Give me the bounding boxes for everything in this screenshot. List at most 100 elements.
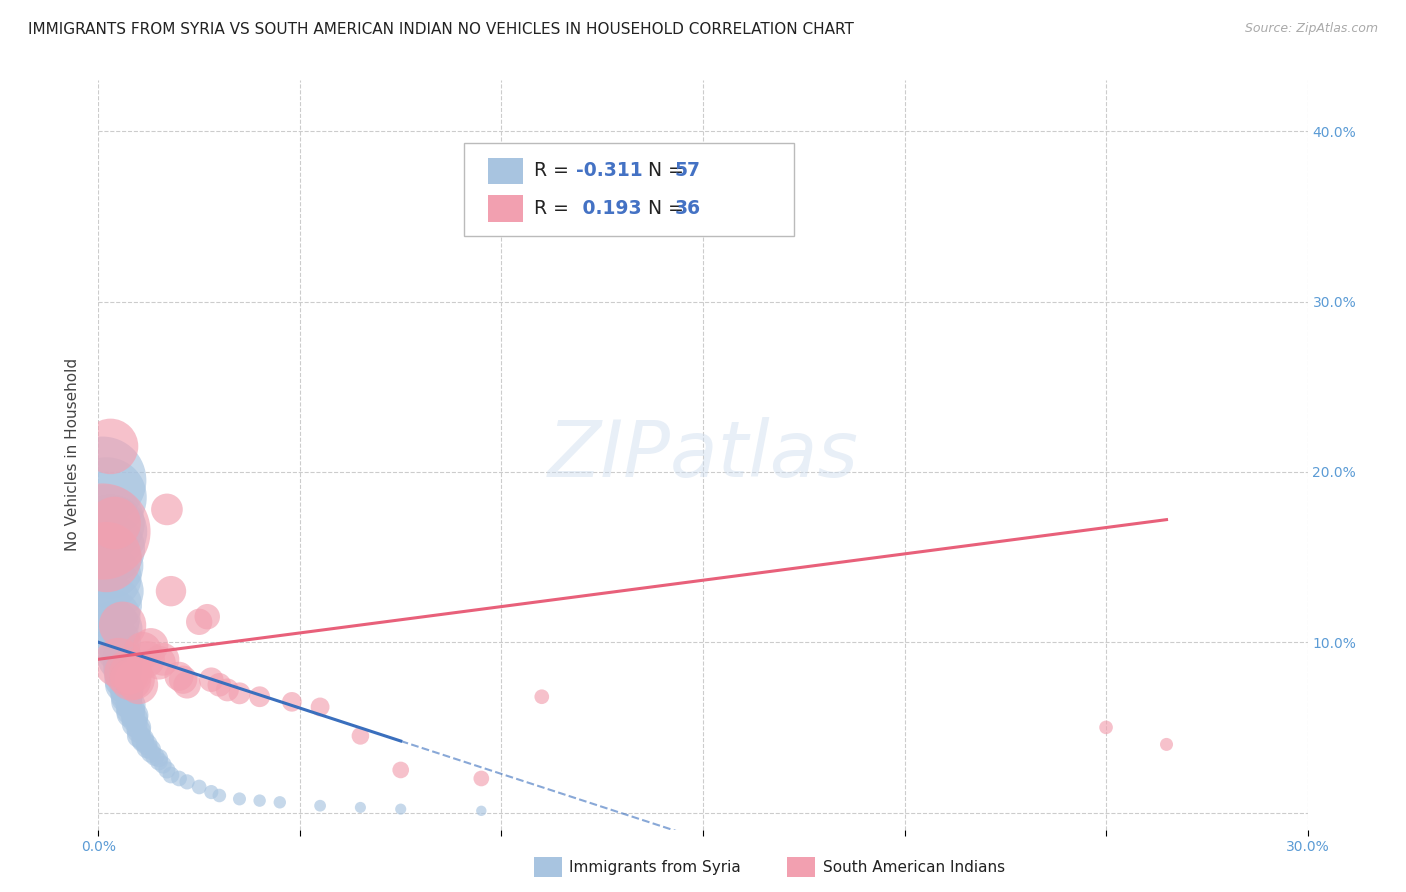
Point [135, 740, 157, 755]
Point [115, 686, 138, 700]
Point [249, 794, 271, 808]
Point [91, 524, 114, 539]
Point [135, 652, 157, 666]
Point [148, 755, 170, 769]
Point [115, 690, 138, 704]
Point [132, 732, 155, 747]
Point [115, 681, 138, 696]
Point [208, 678, 231, 692]
Point [124, 708, 146, 723]
Point [309, 700, 332, 714]
Point [111, 665, 134, 680]
Text: R =: R = [534, 161, 575, 180]
Point [389, 802, 412, 816]
Point [228, 792, 250, 806]
Point [128, 723, 150, 738]
Point [115, 665, 138, 680]
Point [120, 703, 142, 717]
Point [200, 673, 222, 687]
Point [200, 785, 222, 799]
Point [228, 686, 250, 700]
Text: Immigrants from Syria: Immigrants from Syria [569, 860, 741, 874]
Point [91, 474, 114, 488]
Text: N =: N = [636, 161, 689, 180]
Text: 0.193: 0.193 [576, 199, 643, 218]
Point [103, 618, 125, 632]
Point [139, 742, 162, 756]
Point [160, 584, 183, 599]
Point [100, 541, 122, 556]
Point [188, 615, 211, 629]
Point [107, 622, 129, 636]
Point [530, 690, 553, 704]
Point [139, 639, 162, 653]
Point [128, 678, 150, 692]
Point [309, 798, 332, 813]
Point [100, 524, 122, 539]
Point [100, 439, 122, 453]
Point [120, 665, 142, 680]
Text: IMMIGRANTS FROM SYRIA VS SOUTH AMERICAN INDIAN NO VEHICLES IN HOUSEHOLD CORRELAT: IMMIGRANTS FROM SYRIA VS SOUTH AMERICAN … [28, 22, 853, 37]
Point [96, 550, 118, 565]
Point [128, 729, 150, 743]
Text: R =: R = [534, 199, 575, 218]
Text: -0.311: -0.311 [576, 161, 643, 180]
Point [107, 656, 129, 670]
Point [111, 678, 134, 692]
Text: 36: 36 [675, 199, 702, 218]
Point [120, 706, 142, 721]
Point [111, 661, 134, 675]
Point [249, 690, 271, 704]
Point [107, 652, 129, 666]
Point [103, 598, 125, 612]
Point [152, 757, 174, 772]
Point [120, 698, 142, 713]
Point [152, 652, 174, 666]
Point [1095, 720, 1118, 734]
Point [349, 800, 371, 814]
Point [349, 729, 371, 743]
Point [167, 772, 190, 786]
Point [120, 673, 142, 687]
Point [96, 516, 118, 530]
Point [96, 491, 118, 505]
Point [176, 775, 198, 789]
Point [132, 644, 155, 658]
Text: 57: 57 [675, 161, 700, 180]
Point [107, 644, 129, 658]
Point [100, 570, 122, 584]
Point [103, 516, 125, 530]
Text: Source: ZipAtlas.com: Source: ZipAtlas.com [1244, 22, 1378, 36]
Point [172, 673, 194, 687]
Point [269, 795, 291, 809]
Point [103, 609, 125, 624]
Point [470, 772, 492, 786]
Point [107, 635, 129, 649]
Point [111, 618, 134, 632]
Point [111, 652, 134, 666]
Point [124, 673, 146, 687]
Point [103, 584, 125, 599]
Point [176, 678, 198, 692]
Point [148, 656, 170, 670]
Point [167, 669, 190, 683]
Point [160, 768, 183, 782]
Point [470, 804, 492, 818]
Point [100, 558, 122, 573]
Point [128, 720, 150, 734]
Point [281, 695, 304, 709]
Point [115, 695, 138, 709]
Point [148, 751, 170, 765]
Point [139, 746, 162, 760]
Point [389, 763, 412, 777]
Text: ZIPatlas: ZIPatlas [547, 417, 859, 493]
Point [124, 712, 146, 726]
Point [188, 780, 211, 794]
Point [124, 717, 146, 731]
Point [217, 682, 239, 697]
Point [195, 609, 218, 624]
Point [135, 738, 157, 752]
Text: South American Indians: South American Indians [823, 860, 1005, 874]
Y-axis label: No Vehicles in Household: No Vehicles in Household [65, 359, 80, 551]
Point [156, 502, 179, 516]
